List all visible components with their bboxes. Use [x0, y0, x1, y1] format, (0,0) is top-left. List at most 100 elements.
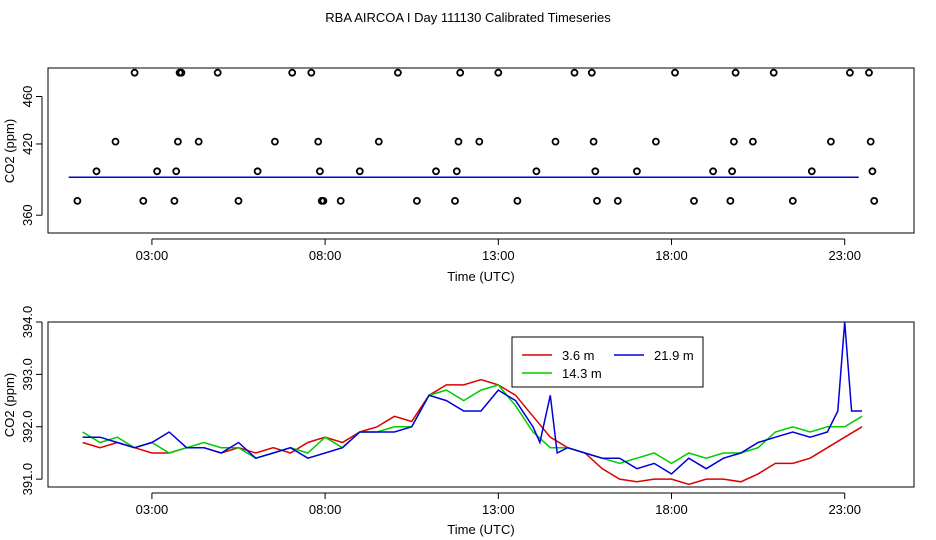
panel-bottom-x-label: Time (UTC): [447, 522, 514, 537]
data-point: [591, 167, 600, 176]
data-point: [288, 68, 297, 77]
legend-box: [511, 336, 704, 388]
data-point: [111, 137, 120, 146]
data-point: [551, 137, 560, 146]
panel-bottom-y-axis: 391.0 392.0 393.0 394.0: [20, 306, 43, 496]
panel-top-points: [73, 68, 879, 205]
legend-label-0: 3.6 m: [562, 348, 595, 363]
data-point: [846, 68, 854, 77]
x-tick-label: 03:00: [136, 502, 169, 517]
data-point: [336, 196, 345, 205]
data-point: [769, 68, 778, 77]
data-point: [456, 68, 465, 77]
x-tick-label: 13:00: [482, 502, 515, 517]
data-point: [412, 196, 421, 205]
series-line-1: [82, 384, 863, 465]
y-tick-label: 391.0: [20, 463, 35, 496]
data-point: [731, 68, 740, 77]
x-tick-label: 03:00: [136, 248, 169, 263]
data-point: [532, 167, 541, 176]
data-point: [393, 68, 402, 77]
x-tick-label: 08:00: [309, 502, 342, 517]
data-point: [587, 68, 596, 77]
data-point: [749, 137, 757, 146]
data-point: [270, 137, 279, 146]
y-tick-label: 393.0: [20, 358, 35, 391]
data-point: [865, 68, 873, 77]
data-point: [866, 137, 875, 146]
data-point: [234, 196, 243, 205]
panel-bottom-y-label: CO2 (ppm): [2, 373, 17, 437]
legend: 3.6 m 14.3 m 21.9 m: [511, 336, 704, 388]
data-point: [454, 137, 463, 146]
data-point: [690, 196, 698, 205]
panel-top-x-label: Time (UTC): [447, 269, 514, 284]
data-point: [633, 167, 641, 176]
data-point: [494, 68, 503, 77]
data-point: [432, 167, 440, 176]
data-point: [728, 167, 736, 176]
panel-top-y-label: CO2 (ppm): [2, 119, 17, 183]
panel-top-x-axis: 03:00 08:00 13:00 18:00 23:00: [136, 238, 861, 263]
data-point: [315, 167, 324, 176]
data-point: [177, 68, 186, 77]
data-point: [593, 196, 601, 205]
x-tick-label: 13:00: [482, 248, 515, 263]
y-tick-label: 394.0: [20, 306, 35, 339]
data-point: [513, 196, 522, 205]
panel-top-frame: [47, 67, 915, 234]
data-point: [452, 167, 461, 176]
data-point: [92, 167, 101, 176]
figure-title: RBA AIRCOA I Day 111130 Calibrated Times…: [325, 10, 611, 25]
data-point: [213, 68, 222, 77]
data-point: [374, 137, 383, 146]
data-point: [314, 137, 323, 146]
series-line-2: [82, 321, 862, 475]
y-tick-label: 420: [20, 133, 35, 155]
data-point: [172, 167, 181, 176]
panel-bottom-frame: [47, 321, 915, 488]
panel-bottom-series: [82, 321, 863, 486]
data-point: [307, 68, 316, 77]
data-point: [355, 167, 364, 176]
data-point: [827, 137, 835, 146]
y-tick-label: 392.0: [20, 410, 35, 443]
data-point: [868, 167, 877, 176]
legend-label-1: 14.3 m: [562, 366, 602, 381]
data-point: [475, 137, 484, 146]
x-tick-label: 08:00: [309, 248, 342, 263]
data-point: [652, 137, 660, 146]
legend-label-2: 21.9 m: [654, 348, 694, 363]
panel-top-y-axis: 360 420 460: [20, 86, 43, 226]
panel-bottom: 03:00 08:00 13:00 18:00 23:00 391.0 392.0 393.…: [2, 306, 915, 537]
data-point: [730, 137, 738, 146]
data-point: [570, 68, 579, 77]
data-point: [319, 196, 328, 205]
data-point: [807, 167, 816, 176]
data-point: [451, 196, 459, 205]
y-tick-label: 460: [20, 86, 35, 108]
data-point: [613, 196, 622, 205]
data-point: [194, 137, 203, 146]
data-point: [153, 167, 162, 176]
y-tick-label: 360: [20, 204, 35, 226]
x-tick-label: 18:00: [655, 248, 688, 263]
data-point: [173, 137, 182, 146]
data-point: [130, 68, 139, 77]
data-point: [170, 196, 179, 205]
data-point: [139, 196, 148, 205]
data-point: [709, 167, 717, 176]
data-point: [726, 196, 735, 205]
panel-bottom-x-axis: 03:00 08:00 13:00 18:00 23:00: [136, 492, 861, 517]
data-point: [671, 68, 679, 77]
data-point: [253, 167, 262, 176]
data-point: [73, 196, 82, 205]
panel-top: 03:00 08:00 13:00 18:00 23:00 360 420 460 Time…: [2, 67, 915, 284]
data-point: [870, 196, 879, 205]
data-point: [589, 137, 598, 146]
x-tick-label: 23:00: [828, 248, 861, 263]
data-point: [788, 196, 797, 205]
x-tick-label: 23:00: [828, 502, 861, 517]
x-tick-label: 18:00: [655, 502, 688, 517]
